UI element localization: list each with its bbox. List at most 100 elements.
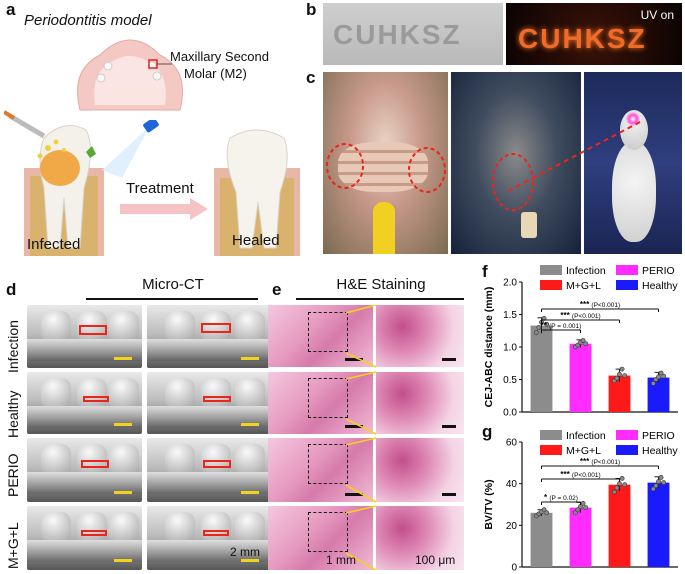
molar-label: Maxillary Second Molar (M2) xyxy=(170,48,269,82)
data-point xyxy=(619,476,625,481)
infected-tooth-illustration xyxy=(4,110,104,256)
data-point xyxy=(583,341,589,347)
sig-stars: * xyxy=(544,493,549,502)
data-point xyxy=(650,486,656,492)
y-axis-label: BV/TV (%) xyxy=(483,479,495,529)
ct-perio-left xyxy=(27,438,142,502)
sig-stars: *** xyxy=(580,300,592,309)
he-scale-right: 100 μm xyxy=(415,553,456,567)
rat-body xyxy=(612,142,656,242)
data-point xyxy=(617,481,622,487)
legend-label: Healthy xyxy=(642,280,678,292)
he-perio-overview xyxy=(268,438,373,502)
data-point xyxy=(583,505,589,511)
legend-label: PERIO xyxy=(642,265,675,277)
he-zoom-connectors xyxy=(345,305,377,570)
panel-label-b: b xyxy=(306,0,317,19)
he-title-rule xyxy=(296,298,464,300)
data-point xyxy=(580,338,586,343)
healed-tooth-illustration xyxy=(214,129,300,256)
sig-label: ** (P = 0.001) xyxy=(541,321,582,330)
cuhksz-text-uv: CUHKSZ xyxy=(518,23,647,54)
data-point xyxy=(536,325,542,330)
panel-label-f: f xyxy=(482,262,488,281)
legend-swatch xyxy=(540,430,562,440)
data-point xyxy=(541,316,547,321)
panel-label-g: g xyxy=(482,422,493,441)
ct-infection-left xyxy=(27,305,142,368)
infected-label: Infected xyxy=(27,236,81,253)
data-point xyxy=(656,374,661,380)
ct-infection-right xyxy=(147,305,269,368)
legend-label: Infection xyxy=(566,265,606,277)
sig-p: (P = 0.02) xyxy=(549,495,578,502)
sig-stars: *** xyxy=(560,311,572,320)
data-point xyxy=(614,375,620,381)
legend-label: M+G+L xyxy=(566,445,601,457)
legend-swatch xyxy=(616,445,638,455)
data-point xyxy=(650,381,656,386)
panel-label-c: c xyxy=(306,68,316,87)
sig-p: (P<0.001) xyxy=(572,313,601,320)
molar-label-line1: Maxillary Second xyxy=(170,49,269,64)
legend-swatch xyxy=(616,430,638,440)
sig-label: *** (P<0.001) xyxy=(560,311,600,320)
maxilla-illustration xyxy=(77,39,183,111)
ct-healthy-right xyxy=(147,372,269,434)
data-point xyxy=(661,373,667,379)
bar-healthy xyxy=(647,377,670,412)
he-mgl-overview xyxy=(268,506,373,570)
y-tick-label: 0.0 xyxy=(503,408,517,418)
legend-label: Healthy xyxy=(642,445,678,457)
row-label-healthy: Healthy xyxy=(5,390,21,438)
row-label-infection: Infection xyxy=(5,320,21,373)
row-label-perio: PERIO xyxy=(5,453,21,497)
sig-label: *** (P<0.001) xyxy=(560,470,600,479)
y-tick-label: 60 xyxy=(506,438,518,449)
bar-perio xyxy=(569,343,592,412)
data-point xyxy=(575,507,581,513)
bar-mgl xyxy=(608,484,631,567)
y-tick-label: 20 xyxy=(506,521,518,532)
sig-stars: ** xyxy=(541,321,549,330)
data-point xyxy=(617,371,622,377)
he-zoom-box-mgl xyxy=(308,512,348,552)
legend-label: M+G+L xyxy=(566,280,601,292)
panel-label-a: a xyxy=(6,0,16,19)
data-point xyxy=(572,510,578,516)
he-infection-zoom xyxy=(376,305,464,367)
treatment-label: Treatment xyxy=(126,180,194,197)
y-tick-label: 0 xyxy=(511,563,517,573)
he-title: H&E Staining xyxy=(336,276,426,293)
legend-swatch xyxy=(616,280,638,290)
legend-swatch xyxy=(540,265,562,275)
light-source-icon xyxy=(102,120,159,178)
yellow-probe xyxy=(373,202,395,254)
bar-perio xyxy=(569,507,592,567)
cuhksz-text-ambient: CUHKSZ xyxy=(333,19,462,50)
data-point xyxy=(541,507,547,513)
data-point xyxy=(544,510,550,516)
he-zoom-box-perio xyxy=(308,444,348,484)
ct-mgl-right xyxy=(147,506,269,570)
y-tick-label: 40 xyxy=(506,479,518,490)
he-mgl-zoom xyxy=(376,506,464,570)
rat-incisor xyxy=(521,212,537,238)
chart-cej-abc: 0.0 0.5 1.0 1.5 2.0 CEJ-ABC distance (mm) Infe… xyxy=(483,265,678,418)
row-label-mgl: M+G+L xyxy=(5,522,21,569)
data-point xyxy=(611,489,617,495)
ct-mgl-left xyxy=(27,506,142,570)
data-point xyxy=(661,480,667,486)
he-perio-zoom xyxy=(376,438,464,502)
data-point xyxy=(622,482,628,488)
data-point xyxy=(614,485,620,491)
uv-on-label: UV on xyxy=(640,8,674,22)
ct-scale-label: 2 mm xyxy=(230,545,260,559)
rat-mouth-photo xyxy=(451,72,581,254)
ct-perio-right xyxy=(147,438,269,502)
bar-mgl xyxy=(608,375,631,412)
micro-ct-title-rule xyxy=(86,298,258,300)
uv-photo: UV on CUHKSZ xyxy=(506,3,682,65)
panel-a-title: Periodontitis model xyxy=(24,12,152,29)
y-tick-label: 1.5 xyxy=(503,310,517,321)
